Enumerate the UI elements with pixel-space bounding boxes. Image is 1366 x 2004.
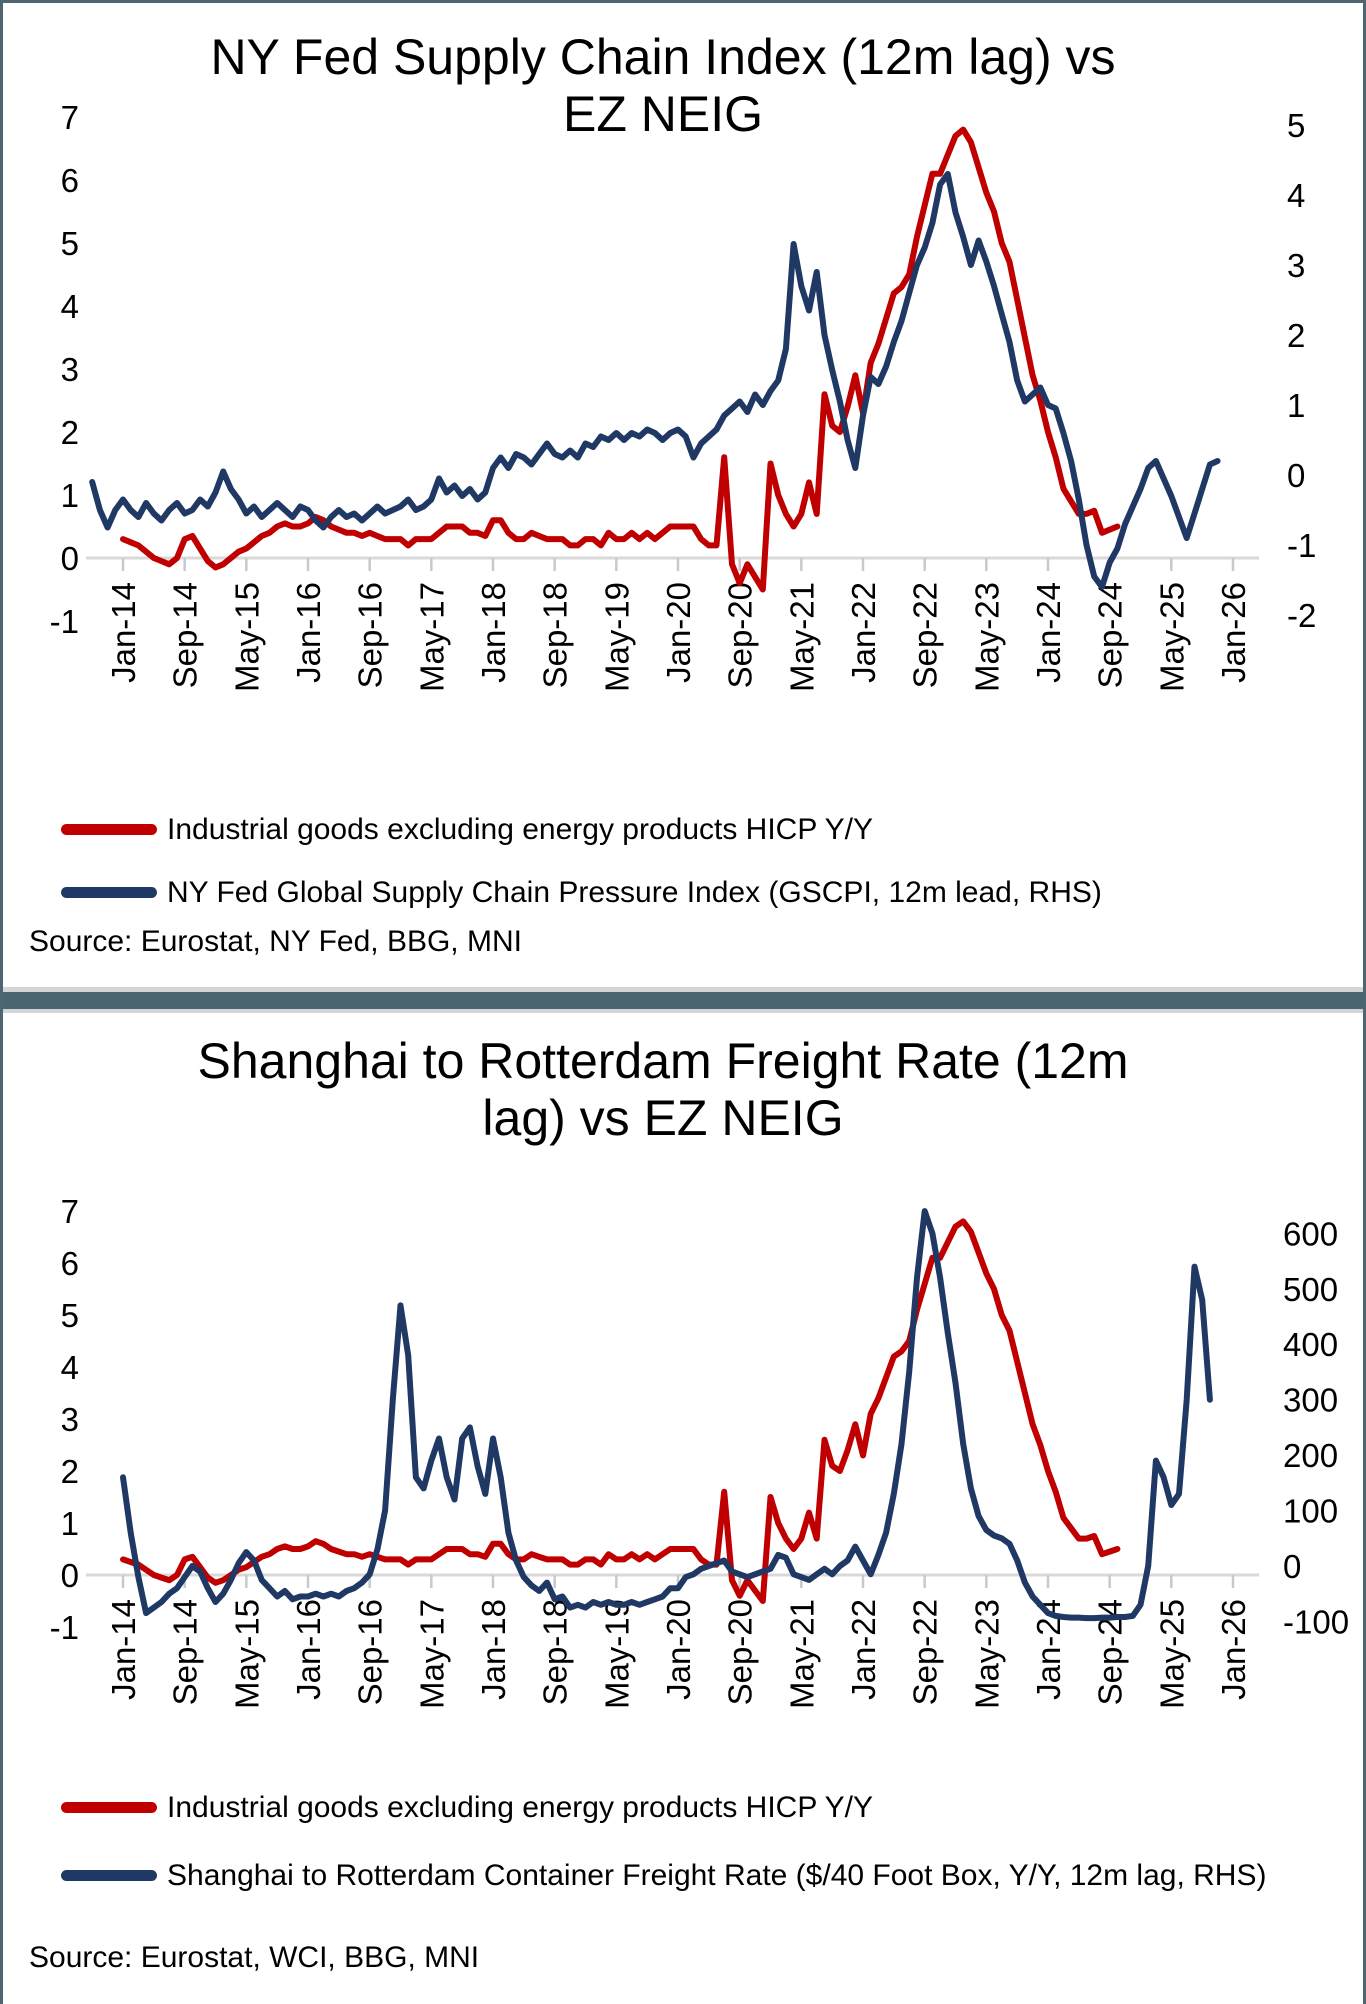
top-x-tick-label: Sep-18 [537, 582, 574, 688]
hicp-line [120, 126, 1121, 593]
bottom-right-axis-label: 0 [1283, 1548, 1301, 1585]
top-chart-title-line1: NY Fed Supply Chain Index (12m lag) vs [210, 29, 1116, 85]
bottom-legend-item-freight: Shanghai to Rotterdam Container Freight … [61, 1855, 1266, 1897]
bottom-x-tick-label: May-23 [968, 1599, 1005, 1709]
bottom-right-axis-label: 600 [1283, 1215, 1338, 1252]
bottom-chart-title: Shanghai to Rotterdam Freight Rate (12m … [3, 1033, 1323, 1147]
top-x-tick-label: Jan-18 [475, 582, 512, 683]
bottom-x-tick-label: Jan-26 [1215, 1599, 1252, 1700]
bottom-left-axis-label: 4 [61, 1349, 79, 1386]
top-left-axis-label: 1 [61, 477, 79, 514]
bottom-source-note: Source: Eurostat, WCI, BBG, MNI [29, 1941, 480, 1974]
bottom-right-axis-label: 100 [1283, 1493, 1338, 1530]
top-left-axis-label: -1 [50, 603, 79, 640]
bottom-x-tick-label: May-19 [598, 1599, 635, 1709]
top-x-tick-label: May-15 [228, 582, 265, 692]
top-left-axis-label: 0 [61, 540, 79, 577]
bottom-x-tick-label: May-15 [228, 1599, 265, 1709]
top-left-axis-label: 2 [61, 414, 79, 451]
bottom-left-axis-label: 2 [61, 1453, 79, 1490]
top-chart: Jan-14 Sep-14 May-15 Jan-16 Sep-16 May-17 Jan-… [50, 99, 1317, 692]
top-x-tick-label: May-19 [598, 582, 635, 692]
top-x-tick-label: May-25 [1153, 582, 1190, 692]
bottom-left-axis-label: 0 [61, 1557, 79, 1594]
top-right-axis-label: 4 [1287, 177, 1305, 214]
bottom-x-tick-label: Jan-20 [660, 1599, 697, 1700]
top-left-axis-label: 3 [61, 351, 79, 388]
bottom-chart-title-line1: Shanghai to Rotterdam Freight Rate (12m [197, 1033, 1129, 1089]
bottom-x-tick-label: Jan-18 [475, 1599, 512, 1700]
top-x-tick-label: May-17 [413, 582, 450, 692]
bottom-legend-label-freight: Shanghai to Rotterdam Container Freight … [167, 1859, 1267, 1892]
top-legend-label-gscpi: NY Fed Global Supply Chain Pressure Inde… [167, 876, 1102, 909]
bottom-x-tick-label: Sep-20 [722, 1599, 759, 1705]
gscpi-line-swatch [61, 887, 157, 898]
bottom-x-tick-label: Sep-16 [352, 1599, 389, 1705]
panel-separator [3, 987, 1363, 1013]
bottom-chart: Jan-14 Sep-14 May-15 Jan-16 Sep-16 May-17 Jan-… [50, 1193, 1349, 1709]
top-left-axis-label: 5 [61, 225, 79, 262]
top-x-tick-label: Sep-14 [167, 582, 204, 688]
top-left-axis-label: 4 [61, 288, 79, 325]
bottom-legend-item-hicp: Industrial goods excluding energy produc… [61, 1787, 873, 1829]
top-left-axis-label: 7 [61, 99, 79, 136]
top-x-tick-label: Sep-20 [722, 582, 759, 688]
hicp-line-swatch-bottom [61, 1802, 157, 1813]
bottom-left-axis-label: 7 [61, 1193, 79, 1230]
top-x-tick-label: Jan-22 [845, 582, 882, 683]
top-chart-title-line2: EZ NEIG [562, 86, 764, 142]
freight-line [120, 1208, 1213, 1622]
top-right-axis-label: -2 [1287, 597, 1316, 634]
top-legend-label-hicp: Industrial goods excluding energy produc… [167, 813, 873, 846]
hicp-line-swatch [61, 824, 157, 835]
top-x-tick-label: Jan-20 [660, 582, 697, 683]
bottom-right-axis-label: 300 [1283, 1382, 1338, 1419]
top-x-tick-label: Jan-26 [1215, 582, 1252, 683]
bottom-right-axis-label: -100 [1283, 1603, 1349, 1640]
top-chart-title: NY Fed Supply Chain Index (12m lag) vs E… [3, 29, 1323, 143]
bottom-right-axis-label: 200 [1283, 1437, 1338, 1474]
top-x-tick-label: Jan-14 [105, 582, 142, 683]
top-right-axis-label: 0 [1287, 457, 1305, 494]
hicp-line [120, 1218, 1121, 1604]
top-legend-item-gscpi: NY Fed Global Supply Chain Pressure Inde… [61, 872, 1102, 914]
top-x-tick-label: Sep-22 [907, 582, 944, 688]
bottom-x-tick-label: Jan-16 [290, 1599, 327, 1700]
bottom-right-axis-label: 400 [1283, 1326, 1338, 1363]
top-left-axis-label: 6 [61, 162, 79, 199]
bottom-x-tick-label: Jan-14 [105, 1599, 142, 1700]
bottom-x-tick-label: May-25 [1153, 1599, 1190, 1709]
top-right-axis-label: -1 [1287, 527, 1316, 564]
bottom-legend-label-hicp: Industrial goods excluding energy produc… [167, 1791, 873, 1824]
bottom-left-axis-label: 1 [61, 1505, 79, 1542]
top-x-tick-label: Sep-24 [1092, 582, 1129, 688]
charts-canvas: Jan-14 Sep-14 May-15 Jan-16 Sep-16 May-17 Jan-… [50, 99, 1349, 1709]
gscpi-line [89, 171, 1221, 590]
bottom-left-axis-label: 3 [61, 1401, 79, 1438]
bottom-chart-title-line2: lag) vs EZ NEIG [482, 1090, 844, 1146]
bottom-x-tick-label: Sep-14 [167, 1599, 204, 1705]
top-x-tick-label: May-23 [968, 582, 1005, 692]
bottom-x-tick-label: Sep-22 [907, 1599, 944, 1705]
bottom-x-tick-label: May-17 [413, 1599, 450, 1709]
top-right-axis-label: 3 [1287, 247, 1305, 284]
freight-line-swatch [61, 1870, 157, 1881]
bottom-x-tick-label: May-21 [783, 1599, 820, 1709]
top-x-tick-label: Jan-24 [1030, 582, 1067, 683]
bottom-x-tick-label: Sep-18 [537, 1599, 574, 1705]
top-legend-item-hicp: Industrial goods excluding energy produc… [61, 809, 873, 851]
top-source-note: Source: Eurostat, NY Fed, BBG, MNI [29, 925, 522, 958]
top-x-tick-label: May-21 [783, 582, 820, 692]
top-right-axis-label: 5 [1287, 107, 1305, 144]
top-x-tick-label: Sep-16 [352, 582, 389, 688]
bottom-left-axis-label: -1 [50, 1609, 79, 1646]
top-right-axis-label: 1 [1287, 387, 1305, 424]
top-right-axis-label: 2 [1287, 317, 1305, 354]
bottom-left-axis-label: 6 [61, 1245, 79, 1282]
bottom-right-axis-label: 500 [1283, 1271, 1338, 1308]
bottom-left-axis-label: 5 [61, 1297, 79, 1334]
bottom-x-tick-label: Jan-22 [845, 1599, 882, 1700]
top-x-tick-label: Jan-16 [290, 582, 327, 683]
